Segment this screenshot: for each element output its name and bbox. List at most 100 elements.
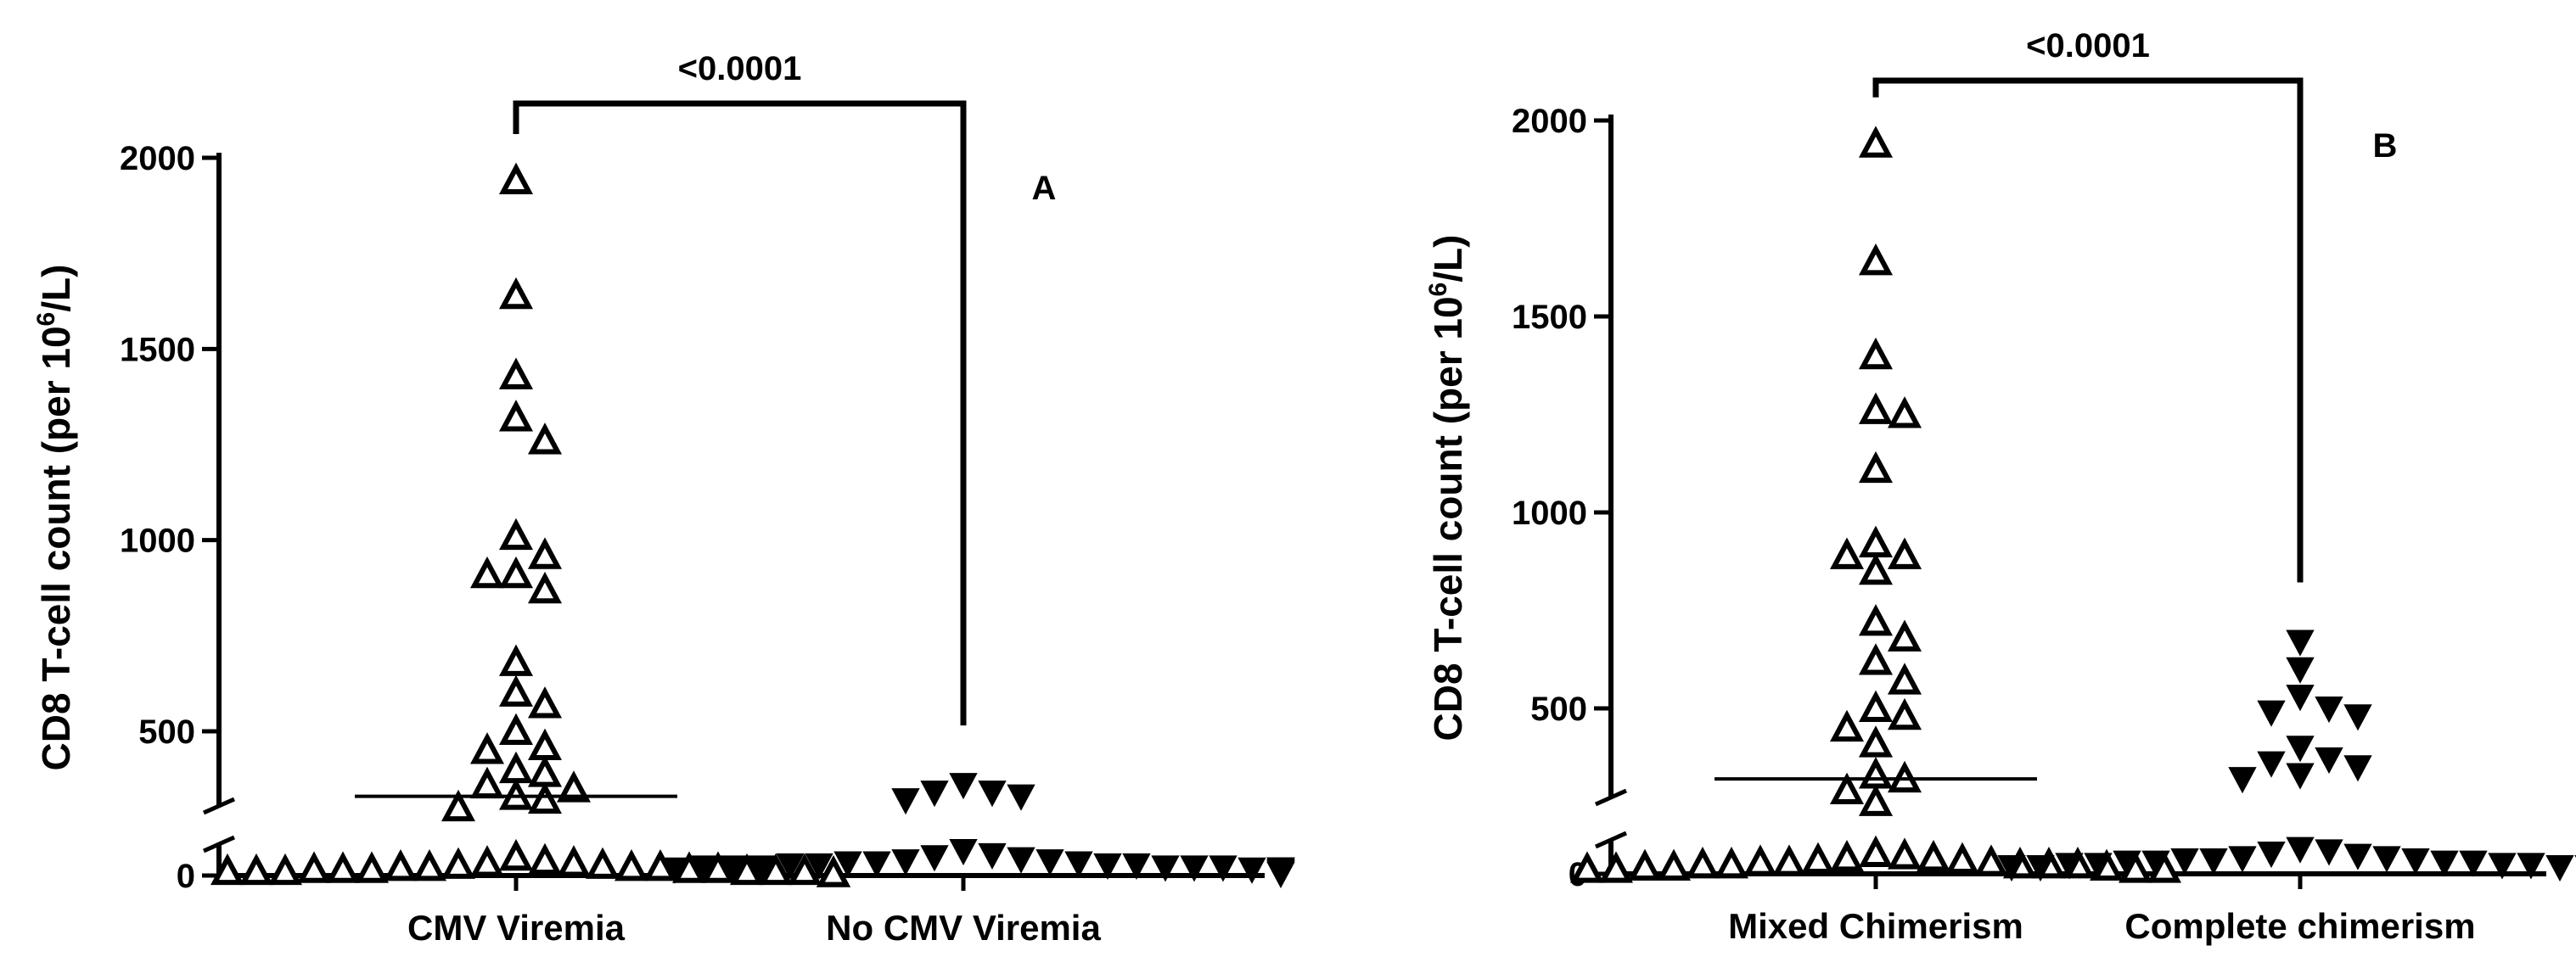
data-point bbox=[614, 848, 649, 881]
data-point bbox=[700, 851, 736, 883]
data-point bbox=[469, 845, 505, 877]
data-point bbox=[2286, 763, 2315, 790]
axis-break-mark bbox=[202, 835, 236, 853]
significance-bracket bbox=[1872, 77, 2304, 583]
axis-break-mark bbox=[1594, 831, 1628, 849]
data-point bbox=[1829, 839, 1865, 872]
data-point bbox=[1858, 450, 1894, 484]
data-point bbox=[2228, 767, 2257, 794]
data-point bbox=[210, 853, 245, 886]
series-no-cmv-viremia bbox=[660, 773, 1295, 888]
data-point bbox=[1598, 851, 1634, 883]
data-point bbox=[1997, 855, 2026, 882]
data-point bbox=[949, 839, 978, 866]
data-point bbox=[498, 644, 534, 676]
data-point bbox=[1771, 844, 1807, 876]
data-point bbox=[527, 422, 563, 455]
data-point bbox=[1945, 842, 1980, 874]
data-point bbox=[2286, 736, 2315, 763]
data-point bbox=[1916, 839, 1951, 872]
data-point bbox=[2084, 853, 2113, 880]
data-point bbox=[585, 847, 620, 879]
data-point bbox=[1627, 848, 1663, 881]
y-tick-label: 2000 bbox=[120, 140, 195, 177]
axis-break-mark bbox=[202, 797, 236, 815]
axis-break-mark bbox=[1594, 788, 1628, 807]
data-point bbox=[527, 755, 563, 787]
data-point bbox=[2026, 855, 2055, 882]
data-point bbox=[787, 853, 822, 886]
data-point bbox=[2286, 837, 2315, 864]
data-point bbox=[469, 766, 505, 799]
data-point bbox=[776, 853, 805, 881]
data-point bbox=[1858, 643, 1894, 675]
data-point bbox=[1887, 697, 1922, 730]
data-point bbox=[354, 851, 390, 883]
data-point bbox=[441, 789, 476, 822]
data-point bbox=[1800, 842, 1836, 874]
series-complete-chimerism bbox=[1997, 629, 2576, 882]
data-point bbox=[412, 848, 447, 881]
data-point bbox=[1887, 837, 1922, 870]
x-category-label: No CMV Viremia bbox=[826, 908, 1101, 948]
data-point bbox=[2430, 850, 2459, 877]
data-point bbox=[2170, 848, 2199, 876]
y-tick-label: 2000 bbox=[1512, 103, 1587, 140]
data-point bbox=[527, 686, 563, 719]
data-point bbox=[2315, 839, 2343, 866]
data-point bbox=[805, 853, 833, 881]
data-point bbox=[1887, 663, 1922, 695]
data-point bbox=[2286, 657, 2315, 684]
data-point bbox=[2315, 747, 2343, 775]
data-point bbox=[441, 847, 476, 879]
data-point bbox=[239, 853, 274, 886]
data-point bbox=[891, 788, 920, 815]
data-point bbox=[689, 855, 718, 882]
data-point bbox=[556, 845, 592, 877]
data-point bbox=[1858, 126, 1894, 158]
data-point bbox=[1887, 619, 1922, 652]
panel-label: B bbox=[2373, 127, 2398, 165]
data-point bbox=[1858, 525, 1894, 557]
data-point bbox=[1858, 243, 1894, 276]
data-point bbox=[949, 773, 978, 800]
data-point bbox=[498, 518, 534, 551]
data-point bbox=[1151, 855, 1180, 882]
data-point bbox=[1093, 853, 1122, 881]
data-point bbox=[2257, 700, 2286, 727]
data-point bbox=[527, 728, 563, 761]
data-point bbox=[1656, 848, 1692, 881]
data-point bbox=[2372, 846, 2401, 873]
data-point bbox=[498, 713, 534, 745]
data-point bbox=[747, 855, 776, 882]
data-point bbox=[2055, 853, 2084, 880]
data-point bbox=[1829, 772, 1865, 805]
data-point bbox=[1743, 844, 1778, 876]
data-point bbox=[920, 845, 949, 872]
y-tick-label: 1000 bbox=[120, 523, 195, 560]
data-point bbox=[1858, 690, 1894, 722]
data-point bbox=[498, 277, 534, 310]
x-category-label: Mixed Chimerism bbox=[1728, 906, 2023, 946]
data-point bbox=[1858, 784, 1894, 816]
data-point bbox=[498, 838, 534, 871]
y-tick-label: 1000 bbox=[1512, 495, 1587, 532]
data-point bbox=[1858, 392, 1894, 424]
data-point bbox=[2517, 853, 2545, 880]
data-point bbox=[1007, 784, 1035, 811]
data-point bbox=[1887, 396, 1922, 428]
y-tick-label: 500 bbox=[138, 713, 195, 751]
data-point bbox=[2343, 843, 2372, 870]
data-point bbox=[920, 781, 949, 808]
panel-label: A bbox=[1032, 170, 1057, 207]
data-point bbox=[1858, 604, 1894, 636]
data-point bbox=[660, 857, 689, 884]
data-point bbox=[833, 851, 862, 878]
data-point bbox=[498, 556, 534, 589]
data-point bbox=[2113, 850, 2141, 877]
data-point bbox=[2343, 755, 2372, 782]
x-category-label: CMV Viremia bbox=[407, 908, 626, 948]
data-point bbox=[1858, 552, 1894, 585]
data-point bbox=[498, 162, 534, 195]
